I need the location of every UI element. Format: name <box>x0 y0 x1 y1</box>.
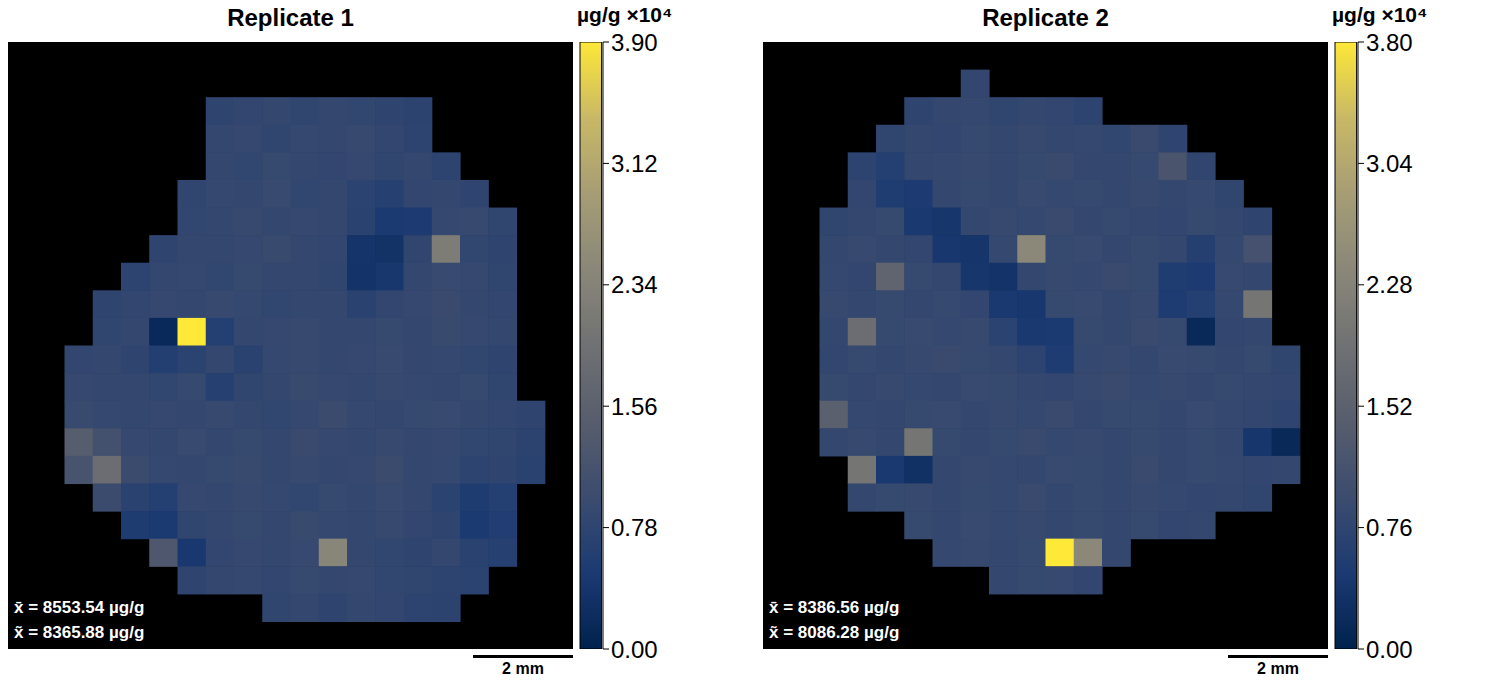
svg-text:0.76: 0.76 <box>1366 514 1413 541</box>
svg-text:0.00: 0.00 <box>611 636 658 663</box>
svg-text:3.80: 3.80 <box>1366 29 1413 56</box>
svg-text:3.04: 3.04 <box>1366 150 1413 177</box>
html-text:2 mm: 2 mm <box>502 660 544 677</box>
svg-text:3.90: 3.90 <box>611 29 658 56</box>
html-text:x̄ = 8553.54 µg/g: x̄ = 8553.54 µg/g <box>14 598 145 617</box>
html-text:µg/g ×10⁴: µg/g ×10⁴ <box>1332 3 1428 26</box>
html-text:x̃ = 8365.88 µg/g: x̃ = 8365.88 µg/g <box>14 623 145 642</box>
svg-text:2.34: 2.34 <box>611 271 658 298</box>
html-text:Replicate 2: Replicate 2 <box>982 4 1109 31</box>
svg-text:3.12: 3.12 <box>611 150 658 177</box>
html-text:µg/g ×10⁴: µg/g ×10⁴ <box>577 3 673 26</box>
svg-text:0.00: 0.00 <box>1366 636 1413 663</box>
svg-text:1.56: 1.56 <box>611 393 658 420</box>
svg-text:0.78: 0.78 <box>611 514 658 541</box>
svg-text:1.52: 1.52 <box>1366 393 1413 420</box>
html-text:x̄ = 8386.56 µg/g: x̄ = 8386.56 µg/g <box>769 598 900 617</box>
html-text:2 mm: 2 mm <box>1257 660 1299 677</box>
svg-text:2.28: 2.28 <box>1366 271 1413 298</box>
html-text:x̃ = 8086.28 µg/g: x̃ = 8086.28 µg/g <box>769 623 900 642</box>
html-text:Replicate 1: Replicate 1 <box>227 4 354 31</box>
